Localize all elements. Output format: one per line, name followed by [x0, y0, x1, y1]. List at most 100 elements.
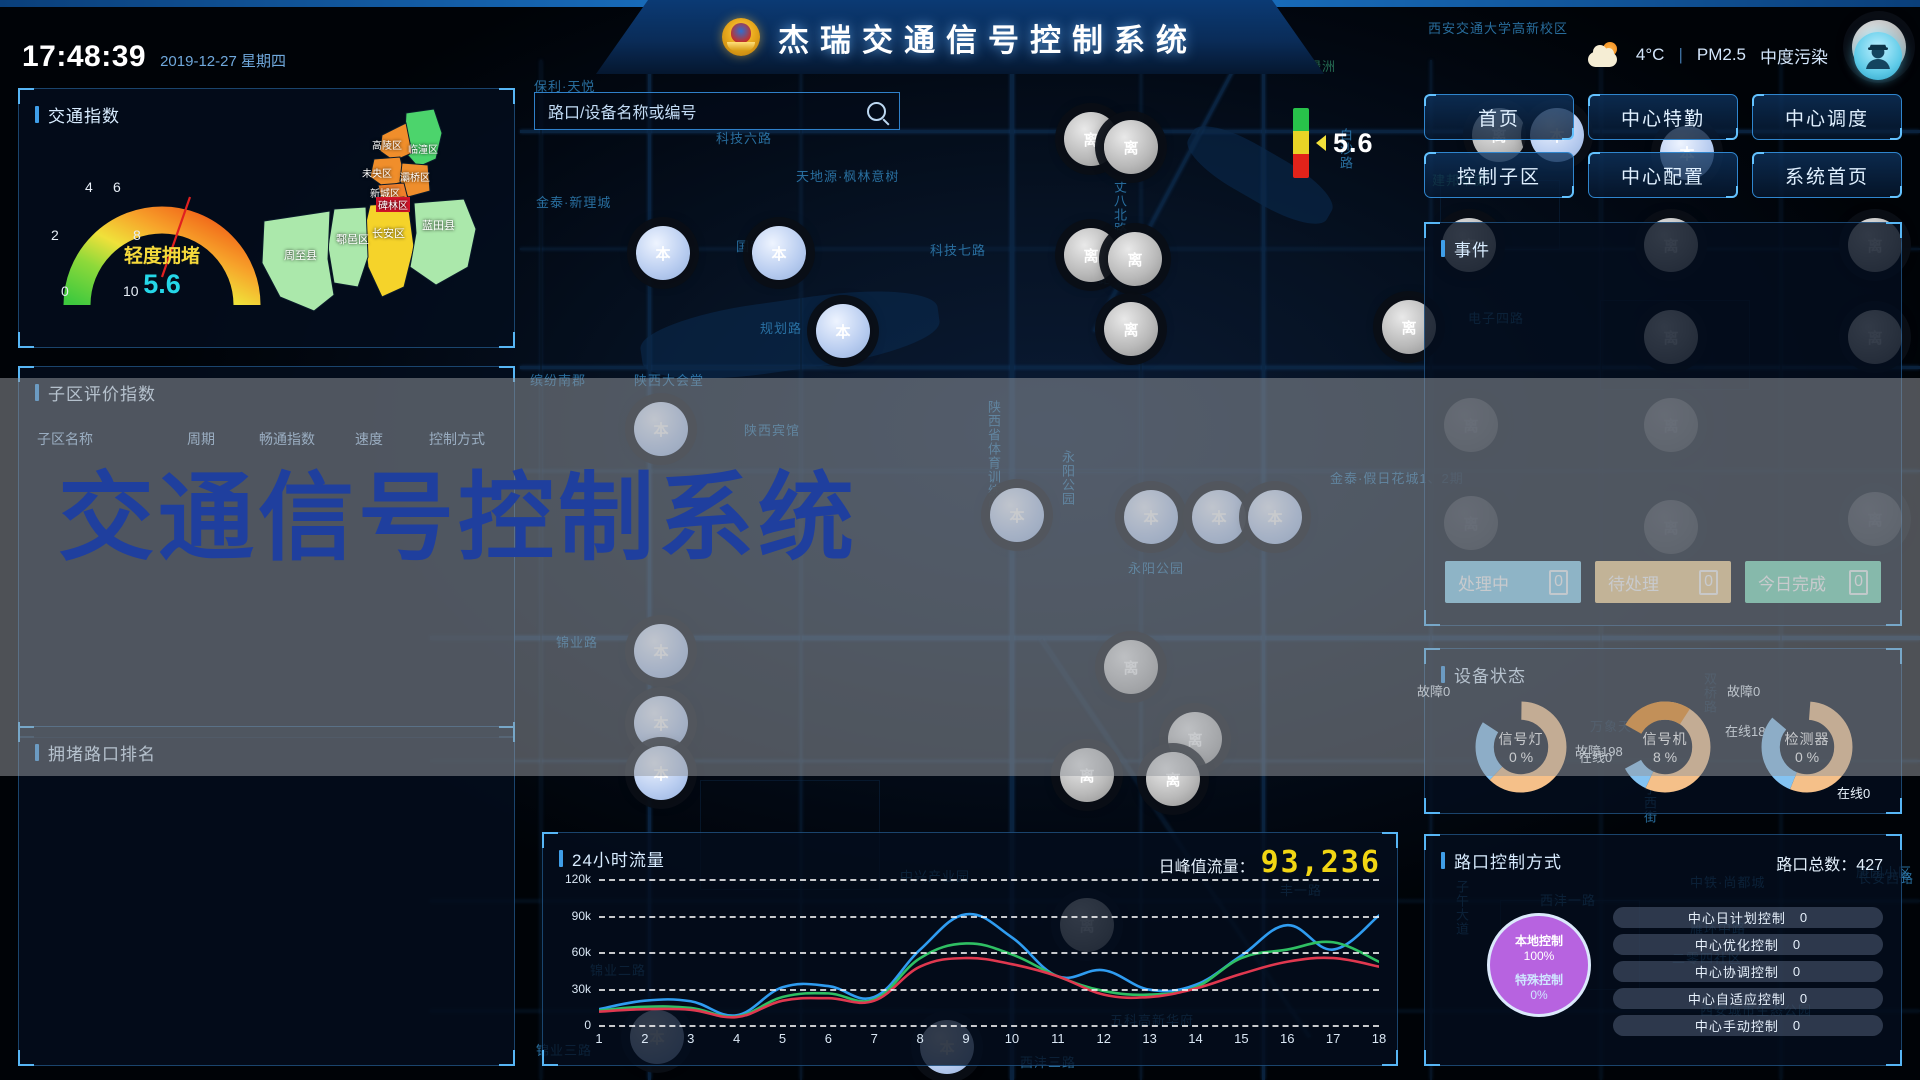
map-marker-local[interactable]: 本 [634, 624, 688, 678]
map-marker-offline[interactable]: 离 [1104, 120, 1158, 174]
chart-x-tick-label: 8 [916, 1031, 924, 1046]
chart-x-tick-label: 10 [1004, 1031, 1020, 1046]
map-label: 科技七路 [930, 243, 987, 258]
map-marker-local[interactable]: 本 [634, 696, 688, 750]
map-marker-local[interactable]: 本 [1192, 490, 1246, 544]
traffic-light-color-bar [1293, 108, 1309, 178]
map-marker-local[interactable]: 本 [816, 304, 870, 358]
map-label: 丈八北路 [1112, 180, 1127, 236]
map-marker-offline[interactable]: 离 [1108, 232, 1162, 286]
device-name-signal-controller: 信号机 [1642, 731, 1688, 747]
map-label: 金泰·新理城 [536, 195, 612, 210]
device-percent-detector: 0 % [1794, 749, 1820, 765]
map-label: 缤纷南郡 [530, 373, 587, 388]
control-mode-row-manual[interactable]: 中心手动控制 0 [1613, 1015, 1883, 1036]
chart-y-tick-label: 60k [571, 945, 591, 959]
chart-x-tick-label: 1 [595, 1031, 603, 1046]
subzone-col-name: 子区名称 [37, 431, 93, 447]
map-marker-local[interactable]: 本 [752, 226, 806, 280]
map-marker-local[interactable]: 本 [1124, 490, 1178, 544]
traffic-index-panel: 交通指数 0 2 4 6 8 [18, 88, 515, 348]
device-donut-detector[interactable]: 检测器 0 % [1759, 699, 1855, 795]
map-marker-offline[interactable]: 离 [1146, 752, 1200, 806]
weather-pm-label: PM2.5 [1696, 45, 1746, 64]
chart-x-tick-label: 5 [778, 1031, 787, 1046]
map-marker-local[interactable]: 本 [634, 402, 688, 456]
control-mode-value: 0 [1792, 937, 1802, 952]
flow-chart-svg [599, 879, 1379, 1025]
chart-x-tick-label: 7 [870, 1031, 878, 1046]
event-status-pending[interactable]: 待处理 0 [1595, 561, 1731, 603]
map-marker-local[interactable]: 本 [990, 488, 1044, 542]
map-label: 永阳公园 [1128, 561, 1185, 576]
device-donut-group: 信号灯 0 % 故障0 在线0 信号机 8 % 故障198 在线18 [1417, 684, 1901, 805]
search-icon[interactable] [867, 101, 886, 121]
nav-button-center-config[interactable]: 中心配置 [1588, 152, 1738, 198]
chart-line-series-blue [599, 914, 1379, 1016]
nav-button-system-home[interactable]: 系统首页 [1752, 152, 1902, 198]
event-status-processing[interactable]: 处理中 0 [1445, 561, 1581, 603]
map-marker-local[interactable]: 本 [1248, 490, 1302, 544]
chart-x-tick-label: 17 [1325, 1031, 1341, 1046]
chart-x-tick-label: 18 [1371, 1031, 1387, 1046]
district-choropleth-map[interactable]: 高陵区 临潼区 未央区 灞桥区 新城区 碑林区 长安区 蓝田县 鄠邑区 周至县 [258, 107, 498, 337]
chart-gridline [599, 988, 1379, 991]
flow-chart-plot: 0 30k 60k 90k 120k 1 2 3 4 5 6 7 8 9 10 11 12 13 14 15 16 17 1… [565, 872, 1386, 1046]
map-marker-offline[interactable]: 离 [1104, 640, 1158, 694]
traffic-index-gauge: 0 2 4 6 8 10 轻度拥堵 5.6 [47, 137, 277, 322]
device-percent-signal-controller: 8 % [1652, 749, 1678, 765]
district-label-gaoling: 高陵区 [372, 141, 402, 152]
subzone-col-speed: 速度 [355, 431, 383, 447]
device-donut-signal-light[interactable]: 信号灯 0 % [1473, 699, 1569, 795]
subzone-eval-panel: 子区评价指数 子区名称 周期 畅通指数 速度 控制方式 [18, 366, 515, 738]
map-label: 陕西宾馆 [744, 423, 801, 438]
control-mode-row-optimize[interactable]: 中心优化控制 0 [1613, 934, 1883, 955]
weather-separator: | [1678, 45, 1683, 64]
police-officer-avatar[interactable] [1854, 32, 1902, 80]
control-mode-row-adaptive[interactable]: 中心自适应控制 0 [1613, 988, 1883, 1009]
nav-button-control-subzone[interactable]: 控制子区 [1424, 152, 1574, 198]
device-donut-signal-controller[interactable]: 信号机 8 % [1617, 699, 1713, 795]
map-marker-offline[interactable]: 离 [1060, 748, 1114, 802]
map-marker-local[interactable]: 本 [634, 746, 688, 800]
chart-y-tick-label: 0 [584, 1018, 591, 1032]
map-label: 保利·天悦 [534, 79, 596, 94]
control-mode-pie[interactable]: 本地控制 100% 特殊控制 0% [1487, 913, 1591, 1017]
gauge-tick-2: 2 [51, 227, 59, 243]
nav-button-home[interactable]: 首页 [1424, 94, 1574, 140]
subzone-col-cycle: 周期 [187, 431, 215, 447]
event-status-completed-today[interactable]: 今日完成 0 [1745, 561, 1881, 603]
control-mode-row-day-plan[interactable]: 中心日计划控制 0 [1613, 907, 1883, 928]
clock-date: 2019-12-27 星期四 [160, 53, 286, 70]
gauge-tick-6: 6 [113, 179, 121, 195]
device-name-signal-light: 信号灯 [1498, 731, 1544, 747]
map-marker-local[interactable]: 本 [636, 226, 690, 280]
intersection-total-value: 427 [1856, 857, 1883, 874]
chart-x-tick-label: 4 [733, 1031, 741, 1046]
control-mode-list: 中心日计划控制 0 中心优化控制 0 中心协调控制 0 中心自适应控制 0 中心… [1613, 907, 1883, 1042]
event-status-pending-count: 0 [1699, 569, 1718, 595]
map-label: 永阳公园 [1060, 450, 1075, 506]
map-road [520, 130, 1920, 133]
intersection-total: 路口总数：427 [1776, 851, 1883, 875]
peak-flow-value: 93,236 [1260, 845, 1381, 880]
control-mode-title: 路口控制方式 [1425, 835, 1901, 873]
device-status-panel: 设备状态 信号灯 0 % 故障0 在线0 [1417, 648, 1902, 814]
control-mode-label: 中心协调控制 [1694, 965, 1779, 980]
nav-button-special-duty[interactable]: 中心特勤 [1588, 94, 1738, 140]
search-input[interactable]: 路口/设备名称或编号 [534, 92, 900, 130]
district-label-changan: 长安区 [372, 228, 405, 240]
traffic-index-title: 交通指数 [19, 89, 514, 127]
map-road [520, 248, 1920, 250]
district-label-lantian: 蓝田县 [422, 220, 455, 232]
control-mode-value: 0 [1799, 910, 1809, 925]
map-marker-offline[interactable]: 离 [1104, 302, 1158, 356]
event-status-completed-count: 0 [1849, 569, 1868, 595]
control-mode-label: 中心自适应控制 [1687, 992, 1786, 1007]
peak-flow-readout: 日峰值流量： 93,236 [1159, 845, 1381, 880]
control-mode-label: 中心手动控制 [1694, 1019, 1779, 1034]
nav-button-dispatch[interactable]: 中心调度 [1752, 94, 1902, 140]
control-mode-row-coordinate[interactable]: 中心协调控制 0 [1613, 961, 1883, 982]
congestion-ranking-title: 拥堵路口排名 [19, 727, 514, 765]
map-index-value: 5.6 [1333, 127, 1374, 158]
